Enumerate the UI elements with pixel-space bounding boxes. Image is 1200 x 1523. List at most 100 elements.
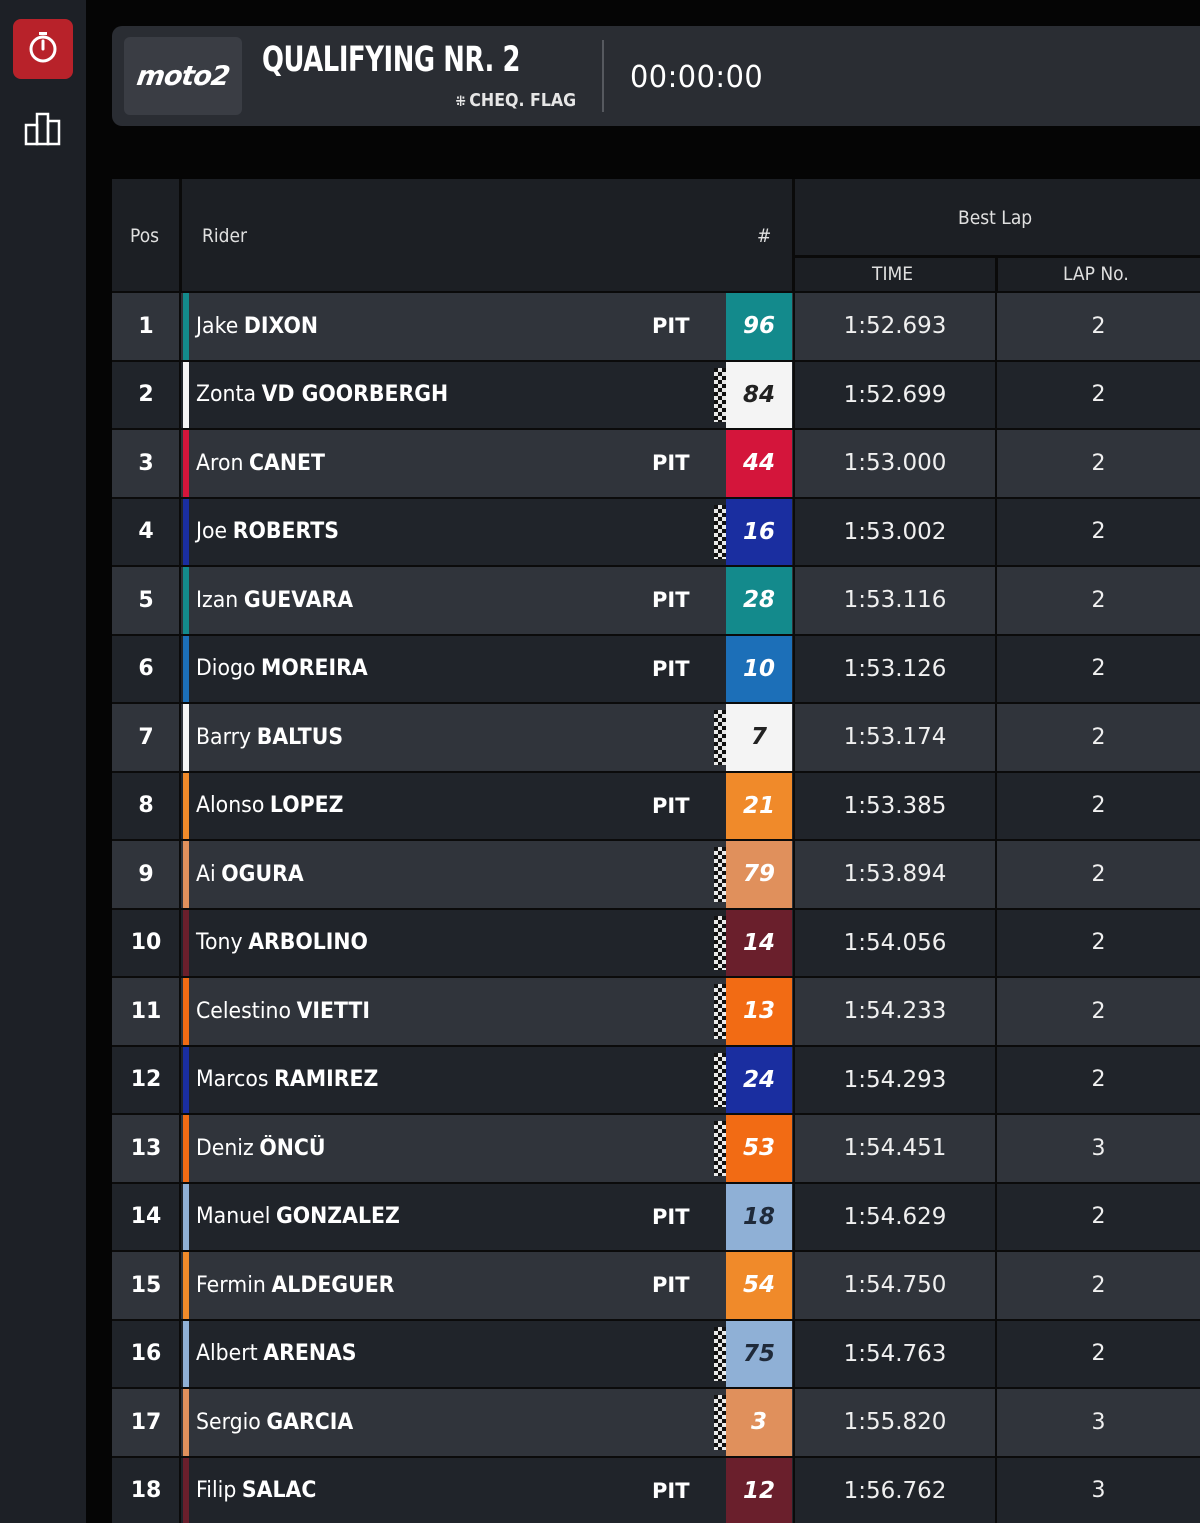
rider-name[interactable]: Izan GUEVARA — [196, 567, 353, 634]
rider-last-name: MOREIRA — [261, 656, 368, 682]
rider-name[interactable]: Barry BALTUS — [196, 704, 343, 771]
best-lap-number: 3 — [1091, 1409, 1106, 1435]
rider-last-name: RAMIREZ — [274, 1067, 379, 1093]
table-row[interactable]: 1 Jake DIXON PIT 96 1:52.693 2 — [112, 293, 1200, 362]
column-divider — [793, 772, 795, 839]
rider-position: 12 — [130, 1067, 162, 1093]
table-row[interactable]: 12 Marcos RAMIREZ 24 1:54.293 2 — [112, 1046, 1200, 1115]
rider-first-name: Aron — [196, 450, 244, 476]
header-time: TIME — [872, 263, 914, 285]
rider-first-name: Fermin — [196, 1272, 266, 1298]
rider-name[interactable]: Diogo MOREIRA — [196, 636, 368, 703]
rider-name[interactable]: Filip SALAC — [196, 1458, 316, 1523]
rider-name[interactable]: Jake DIXON — [196, 293, 318, 360]
rider-first-name: Manuel — [196, 1204, 271, 1230]
best-lap-number: 2 — [1091, 930, 1106, 956]
best-lap-number: 2 — [1091, 313, 1106, 339]
team-color-stripe — [183, 430, 189, 497]
column-divider — [793, 567, 795, 634]
rider-first-name: Joe — [196, 519, 228, 545]
rider-name[interactable]: Fermin ALDEGUER — [196, 1252, 394, 1319]
rider-first-name: Jake — [196, 313, 239, 339]
rider-name[interactable]: Celestino VIETTI — [196, 978, 370, 1045]
best-lap-number: 2 — [1091, 587, 1106, 613]
table-row[interactable]: 16 Albert ARENAS 75 1:54.763 2 — [112, 1320, 1200, 1389]
table-row[interactable]: 7 Barry BALTUS 7 1:53.174 2 — [112, 704, 1200, 773]
column-divider — [995, 1046, 997, 1113]
session-header: moto2 QUALIFYING NR. 2 ⁜ CHEQ. FLAG 00:00… — [112, 26, 1200, 126]
rider-name[interactable]: Ai OGURA — [196, 841, 304, 908]
table-row[interactable]: 5 Izan GUEVARA PIT 28 1:53.116 2 — [112, 567, 1200, 636]
rider-position: 13 — [130, 1135, 162, 1161]
session-status-label: CHEQ. FLAG — [469, 90, 576, 111]
table-row[interactable]: 13 Deniz ÖNCÜ 53 1:54.451 3 — [112, 1115, 1200, 1184]
rider-name[interactable]: Joe ROBERTS — [196, 499, 339, 566]
sidebar-item-timing[interactable] — [13, 19, 73, 79]
team-color-stripe — [183, 978, 189, 1045]
team-color-stripe — [183, 772, 189, 839]
rider-name[interactable]: Deniz ÖNCÜ — [196, 1115, 325, 1182]
column-divider — [793, 1183, 795, 1250]
rider-position: 10 — [130, 930, 162, 956]
table-row[interactable]: 11 Celestino VIETTI 13 1:54.233 2 — [112, 978, 1200, 1047]
rider-name[interactable]: Manuel GONZALEZ — [196, 1184, 400, 1251]
header-lap-no: LAP No. — [1063, 263, 1129, 285]
rider-first-name: Filip — [196, 1478, 237, 1504]
pit-indicator: PIT — [652, 1204, 690, 1229]
table-row[interactable]: 17 Sergio GARCIA 3 1:55.820 3 — [112, 1389, 1200, 1458]
rider-position: 16 — [130, 1341, 162, 1367]
column-divider — [179, 1457, 181, 1523]
rider-number: 14 — [726, 909, 792, 976]
best-lap-time: 1:55.820 — [843, 1409, 947, 1436]
column-divider — [179, 635, 181, 702]
rider-name[interactable]: Marcos RAMIREZ — [196, 1047, 378, 1114]
best-lap-time: 1:53.126 — [843, 655, 947, 682]
rider-name[interactable]: Albert ARENAS — [196, 1321, 357, 1388]
table-row[interactable]: 4 Joe ROBERTS 16 1:53.002 2 — [112, 498, 1200, 567]
table-row[interactable]: 2 Zonta VD GOORBERGH 84 1:52.699 2 — [112, 361, 1200, 430]
rider-name[interactable]: Aron CANET — [196, 430, 325, 497]
table-row[interactable]: 15 Fermin ALDEGUER PIT 54 1:54.750 2 — [112, 1252, 1200, 1321]
best-lap-time: 1:53.116 — [843, 587, 947, 614]
column-divider — [793, 704, 795, 771]
rider-position: 18 — [130, 1478, 162, 1504]
rider-first-name: Albert — [196, 1341, 258, 1367]
column-divider — [179, 978, 181, 1045]
rider-name[interactable]: Zonta VD GOORBERGH — [196, 362, 448, 429]
table-body: 1 Jake DIXON PIT 96 1:52.693 2 2 Zonta VD GOORBER… — [112, 293, 1200, 1523]
table-row[interactable]: 18 Filip SALAC PIT 12 1:56.762 3 — [112, 1457, 1200, 1523]
best-lap-number: 2 — [1091, 861, 1106, 887]
rider-number: 21 — [726, 772, 792, 839]
column-divider — [179, 704, 181, 771]
header-divider-time — [995, 257, 998, 293]
rider-name[interactable]: Tony ARBOLINO — [196, 910, 368, 977]
rider-last-name: CANET — [249, 450, 325, 476]
sidebar-item-standings[interactable] — [13, 100, 73, 160]
table-row[interactable]: 3 Aron CANET PIT 44 1:53.000 2 — [112, 430, 1200, 499]
column-divider — [179, 361, 181, 428]
table-row[interactable]: 10 Tony ARBOLINO 14 1:54.056 2 — [112, 909, 1200, 978]
column-divider — [995, 978, 997, 1045]
table-row[interactable]: 14 Manuel GONZALEZ PIT 18 1:54.629 2 — [112, 1183, 1200, 1252]
chequered-flag-icon — [714, 1121, 726, 1176]
table-header: Pos Rider # Best Lap TIME LAP No. — [112, 179, 1200, 293]
table-row[interactable]: 8 Alonso LOPEZ PIT 21 1:53.385 2 — [112, 772, 1200, 841]
rider-last-name: BALTUS — [256, 724, 344, 750]
column-divider — [793, 1252, 795, 1319]
best-lap-number: 3 — [1091, 1478, 1106, 1504]
table-row[interactable]: 6 Diogo MOREIRA PIT 10 1:53.126 2 — [112, 635, 1200, 704]
rider-name[interactable]: Alonso LOPEZ — [196, 773, 343, 840]
column-divider — [995, 704, 997, 771]
best-lap-time: 1:54.763 — [843, 1340, 947, 1367]
column-divider — [179, 293, 181, 360]
sidebar — [0, 0, 86, 1523]
rider-last-name: ALDEGUER — [271, 1272, 395, 1298]
rider-number: 84 — [726, 361, 792, 428]
best-lap-time: 1:54.451 — [843, 1135, 947, 1162]
rider-last-name: LOPEZ — [269, 793, 344, 819]
column-divider — [793, 1389, 795, 1456]
rider-position: 11 — [130, 998, 162, 1024]
rider-position: 3 — [138, 450, 154, 476]
rider-name[interactable]: Sergio GARCIA — [196, 1389, 353, 1456]
table-row[interactable]: 9 Ai OGURA 79 1:53.894 2 — [112, 841, 1200, 910]
